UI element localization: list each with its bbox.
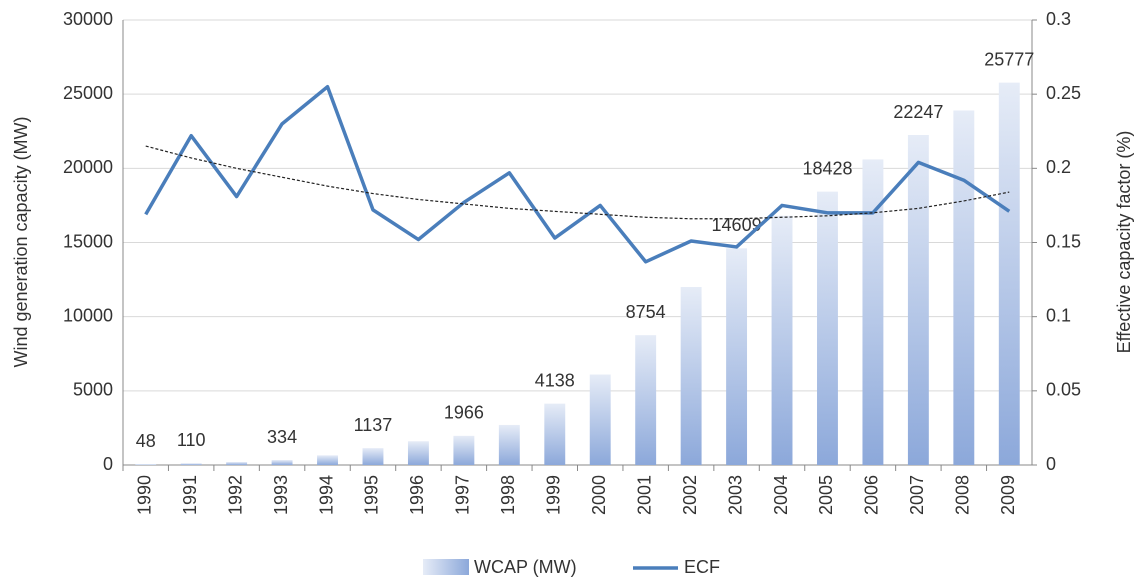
y-tick-label: 30000 [63, 9, 113, 29]
x-tick-label: 2000 [589, 475, 609, 515]
x-tick-label: 2002 [680, 475, 700, 515]
bar [317, 455, 338, 465]
value-label: 1966 [444, 403, 484, 423]
bar [771, 215, 793, 465]
x-tick-label: 1992 [225, 475, 245, 515]
y-axis-title: Wind generation capacity (MW) [11, 116, 31, 367]
bar [817, 191, 838, 465]
x-tick-label: 1998 [498, 475, 518, 515]
bar [498, 424, 520, 465]
value-label: 22247 [893, 102, 943, 122]
y-tick-label: 15000 [63, 231, 113, 251]
x-tick-label: 1991 [180, 475, 200, 515]
legend-swatch [423, 559, 469, 575]
value-label: 1137 [354, 415, 393, 435]
bar [907, 135, 929, 465]
y2-tick-label: 0.2 [1046, 157, 1071, 177]
bar [271, 460, 293, 465]
legend-label: WCAP (MW) [474, 557, 577, 577]
bar [135, 464, 157, 465]
bar [544, 403, 566, 465]
x-tick-label: 1993 [271, 475, 291, 515]
x-tick-label: 1990 [134, 475, 154, 515]
y-tick-label: 10000 [63, 305, 113, 325]
value-label: 48 [136, 431, 156, 451]
x-tick-label: 2007 [907, 475, 927, 515]
y-tick-label: 0 [103, 454, 113, 474]
bar [635, 335, 657, 465]
x-tick-label: 2004 [771, 475, 791, 515]
x-tick-label: 2003 [725, 475, 745, 515]
y2-tick-label: 0 [1046, 454, 1056, 474]
x-tick-label: 1999 [544, 475, 564, 515]
bar [680, 287, 702, 465]
x-tick-label: 2006 [862, 475, 882, 515]
bar [180, 463, 202, 465]
value-label: 18428 [802, 158, 852, 178]
x-tick-label: 1995 [362, 475, 382, 515]
y-tick-label: 25000 [63, 83, 113, 103]
x-tick-label: 1996 [407, 475, 427, 515]
x-tick-label: 2009 [998, 475, 1018, 515]
value-label: 8754 [626, 302, 666, 322]
value-label: 110 [177, 430, 206, 450]
trendline [145, 145, 1010, 220]
y2-axis-title: Effective capacity factor (%) [1114, 131, 1134, 354]
bar [453, 435, 475, 465]
y2-tick-label: 0.25 [1046, 83, 1081, 103]
x-tick-label: 1997 [453, 475, 473, 515]
y-tick-label: 20000 [63, 157, 113, 177]
bar [407, 441, 429, 465]
bar [589, 374, 611, 465]
bar [226, 462, 248, 465]
value-label: 334 [267, 427, 297, 447]
bar [998, 82, 1020, 465]
bar [726, 248, 748, 465]
value-label: 4138 [535, 370, 575, 390]
y2-tick-label: 0.3 [1046, 9, 1071, 29]
y-tick-label: 5000 [73, 380, 113, 400]
value-label: 14609 [712, 215, 762, 235]
x-tick-label: 2005 [816, 475, 836, 515]
bar [362, 448, 384, 465]
value-label: 25777 [984, 49, 1034, 69]
bar [953, 110, 975, 465]
x-tick-label: 1994 [316, 475, 336, 515]
y2-tick-label: 0.05 [1046, 380, 1081, 400]
legend-label: ECF [684, 557, 720, 577]
x-tick-label: 2008 [953, 475, 973, 515]
x-tick-label: 2001 [634, 475, 654, 515]
y2-tick-label: 0.1 [1046, 305, 1071, 325]
bar [862, 159, 884, 465]
y2-tick-label: 0.15 [1046, 231, 1081, 251]
